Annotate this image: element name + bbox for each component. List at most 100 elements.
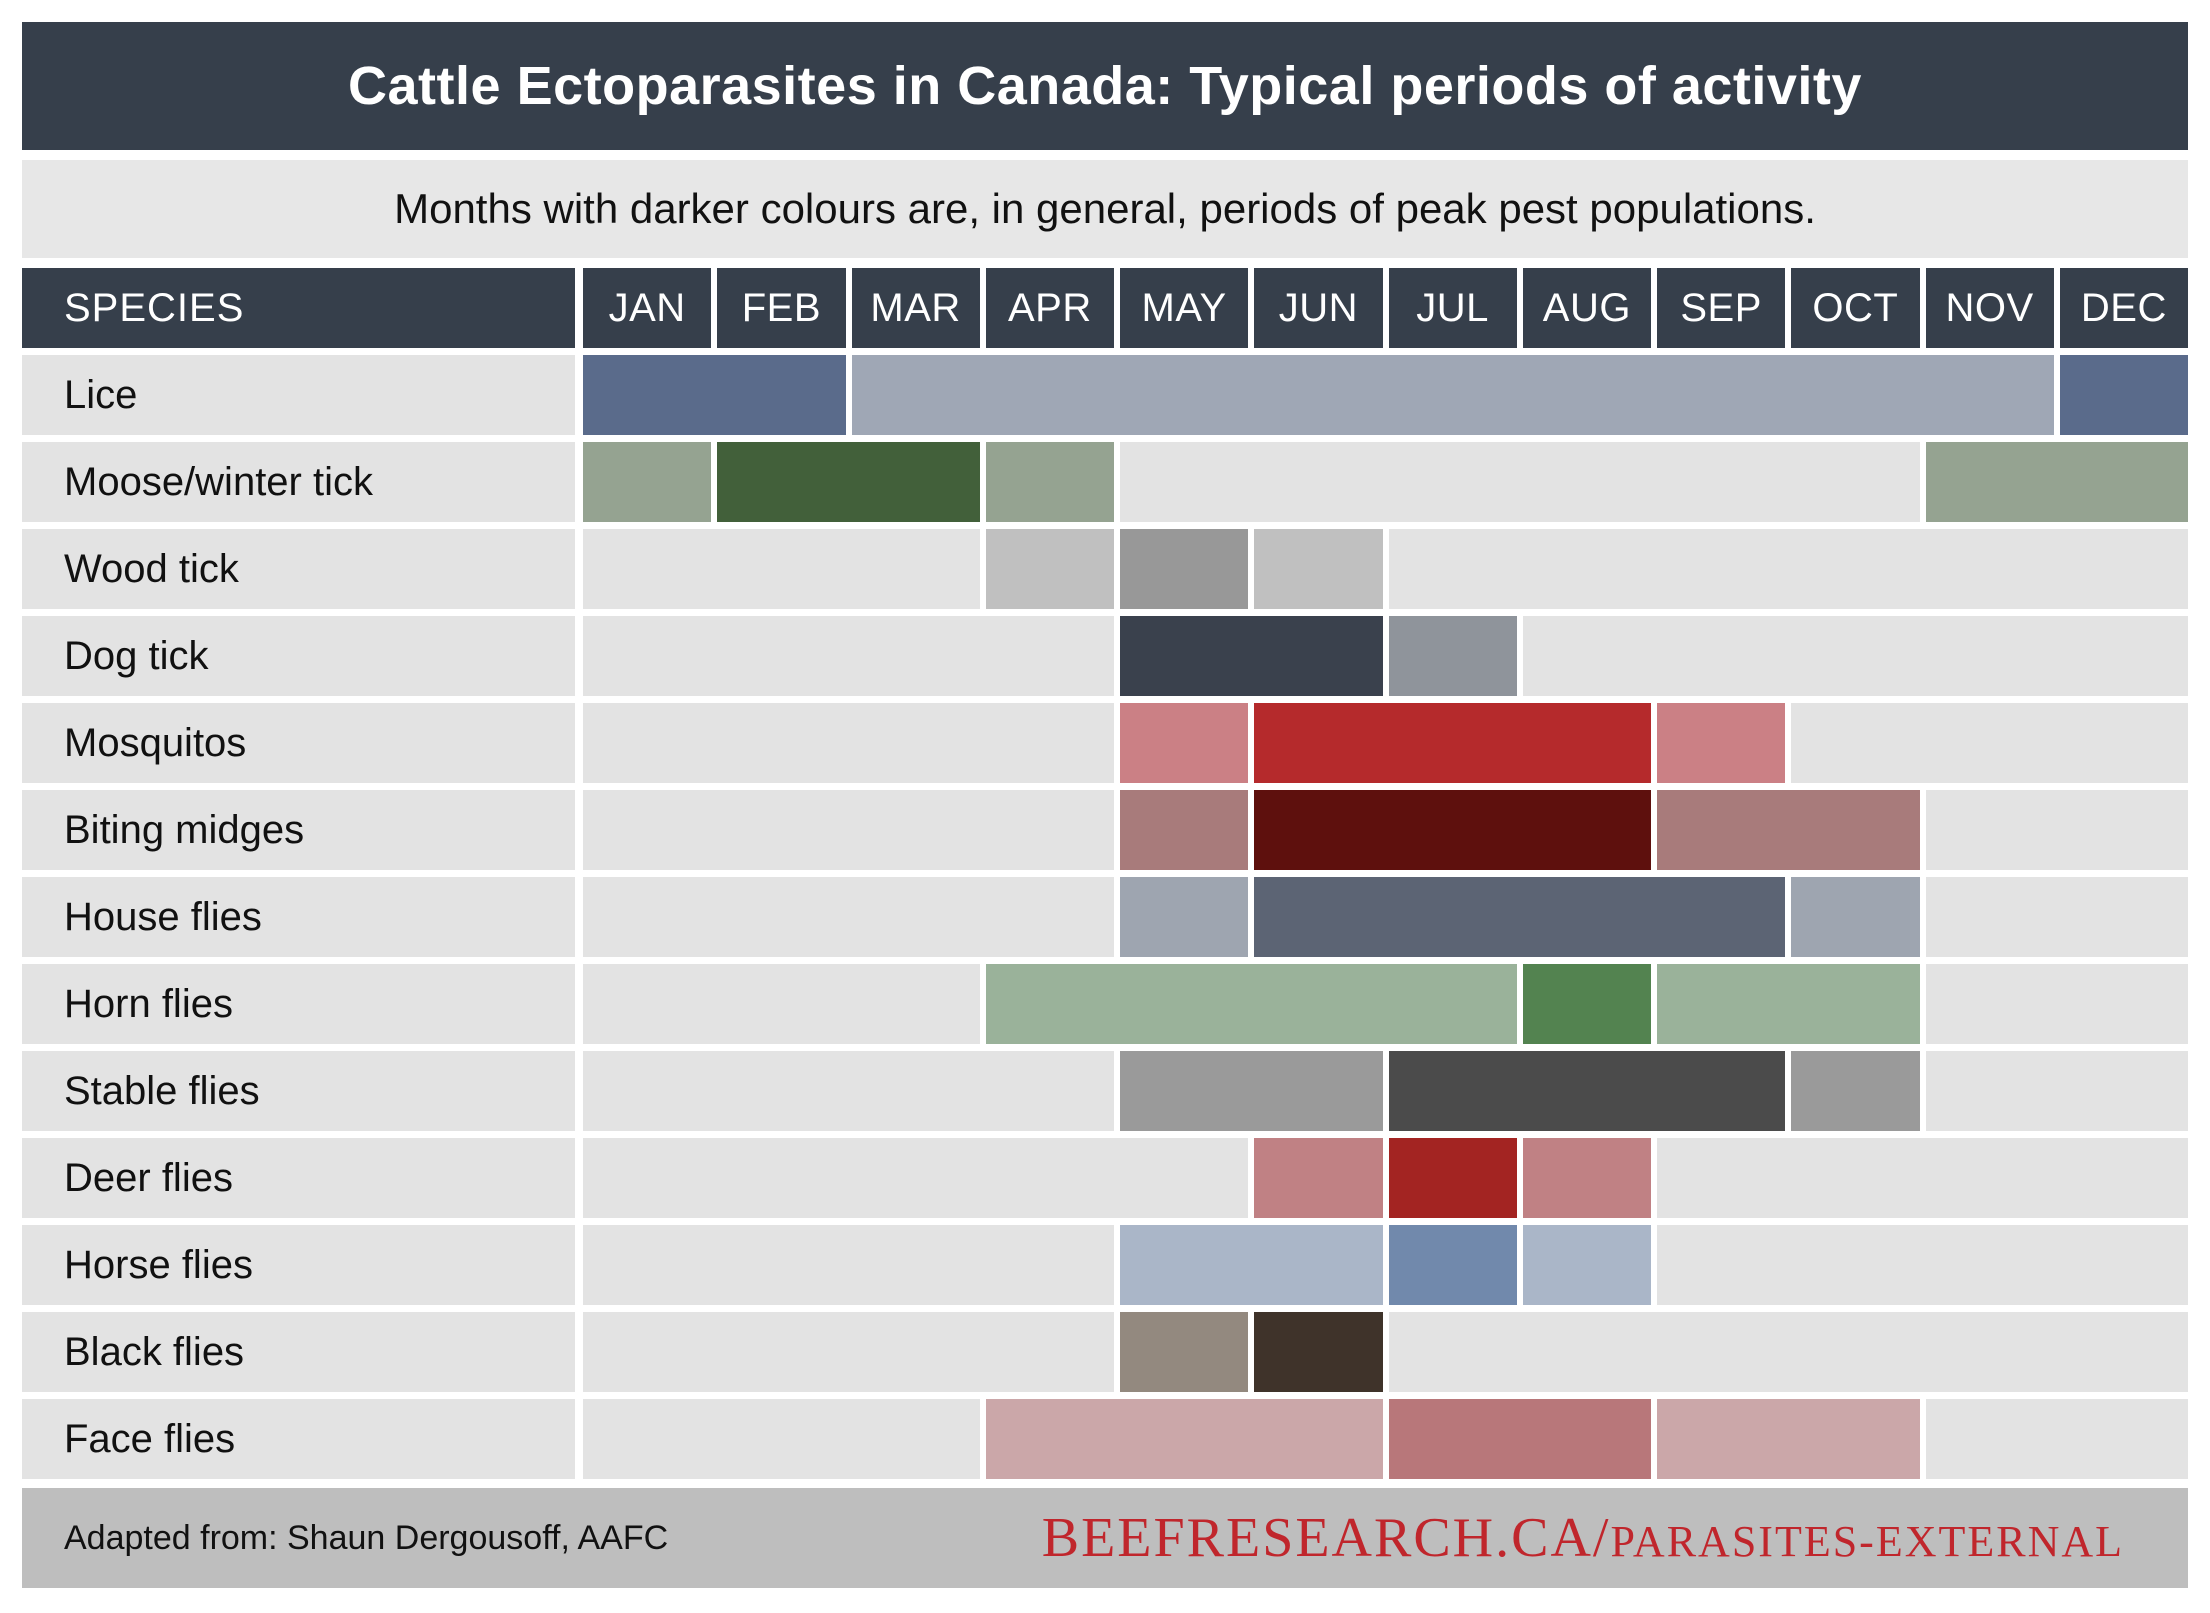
empty-segment: [1657, 1225, 2188, 1305]
month-header-cell: APR: [985, 268, 1114, 348]
activity-table: SPECIES JAN FEB MAR APR MAY JUN JUL AUG SEP OCT NO…: [22, 268, 2188, 1479]
title-bar: Cattle Ectoparasites in Canada: Typical …: [22, 22, 2188, 150]
empty-segment: [1925, 877, 2188, 957]
activity-segment: [583, 355, 846, 435]
activity-segment: [1791, 1051, 1920, 1131]
activity-row: [583, 529, 2188, 609]
month-header-cell: JUN: [1254, 268, 1383, 348]
activity-segment: [1120, 529, 1249, 609]
activity-segment: [1254, 1138, 1383, 1218]
activity-row: [583, 1051, 2188, 1131]
activity-row: [583, 442, 2188, 522]
species-label: Wood tick: [22, 529, 575, 609]
month-header-cell: MAY: [1120, 268, 1249, 348]
activity-row: [583, 1138, 2188, 1218]
species-label: Lice: [22, 355, 575, 435]
activity-row: [583, 355, 2188, 435]
species-label: Deer flies: [22, 1138, 575, 1218]
activity-segment: [1657, 790, 1920, 870]
empty-segment: [1120, 442, 1920, 522]
empty-segment: [583, 964, 980, 1044]
source-url: BEEFRESEARCH.CA/PARASITES-EXTERNAL: [1042, 1506, 2124, 1570]
month-header-cell: DEC: [2059, 268, 2188, 348]
activity-segment: [1657, 1399, 1920, 1479]
source-url-path: PARASITES-EXTERNAL: [1610, 1517, 2124, 1566]
empty-segment: [583, 616, 1114, 696]
empty-segment: [1791, 703, 2188, 783]
activity-row: [583, 703, 2188, 783]
empty-segment: [583, 703, 1114, 783]
activity-segment: [985, 1399, 1383, 1479]
empty-segment: [583, 1225, 1114, 1305]
activity-row: [583, 964, 2188, 1044]
activity-segment: [1120, 1225, 1383, 1305]
species-label: Face flies: [22, 1399, 575, 1479]
activity-segment: [1120, 877, 1249, 957]
month-header-cell: OCT: [1791, 268, 1920, 348]
empty-segment: [1925, 1399, 2188, 1479]
species-label: Biting midges: [22, 790, 575, 870]
activity-segment: [1388, 1138, 1517, 1218]
month-header-cell: SEP: [1657, 268, 1786, 348]
activity-segment: [1120, 1312, 1249, 1392]
activity-segment: [1120, 1051, 1383, 1131]
species-label: Horse flies: [22, 1225, 575, 1305]
subtitle-text: Months with darker colours are, in gener…: [394, 185, 1816, 232]
activity-segment: [1388, 1399, 1651, 1479]
activity-segment: [1254, 703, 1651, 783]
month-header-cell: NOV: [1925, 268, 2054, 348]
empty-segment: [583, 1138, 1249, 1218]
activity-segment: [2059, 355, 2188, 435]
species-label: Dog tick: [22, 616, 575, 696]
month-header-cell: JAN: [583, 268, 712, 348]
activity-segment: [1657, 964, 1920, 1044]
species-label: Black flies: [22, 1312, 575, 1392]
empty-segment: [1925, 1051, 2188, 1131]
month-header-cell: MAR: [851, 268, 980, 348]
month-header-cell: JUL: [1388, 268, 1517, 348]
empty-segment: [583, 1312, 1114, 1392]
activity-row: [583, 790, 2188, 870]
footer-bar: Adapted from: Shaun Dergousoff, AAFC BEE…: [22, 1488, 2188, 1588]
activity-segment: [985, 964, 1517, 1044]
empty-segment: [583, 1399, 980, 1479]
activity-segment: [1254, 1312, 1383, 1392]
activity-row: [583, 877, 2188, 957]
source-url-domain: BEEFRESEARCH.CA/: [1041, 1507, 1611, 1569]
empty-segment: [583, 790, 1114, 870]
empty-segment: [583, 529, 980, 609]
species-label: Moose/winter tick: [22, 442, 575, 522]
activity-segment: [985, 529, 1114, 609]
month-header-cell: AUG: [1522, 268, 1651, 348]
activity-segment: [1522, 1138, 1651, 1218]
activity-row: [583, 1225, 2188, 1305]
empty-segment: [1925, 790, 2188, 870]
activity-segment: [851, 355, 2054, 435]
month-header-cell: FEB: [717, 268, 846, 348]
species-label: Mosquitos: [22, 703, 575, 783]
activity-row: [583, 1399, 2188, 1479]
activity-segment: [985, 442, 1114, 522]
empty-segment: [583, 877, 1114, 957]
empty-segment: [1522, 616, 2188, 696]
activity-segment: [583, 442, 712, 522]
activity-segment: [1657, 703, 1786, 783]
activity-segment: [1120, 790, 1249, 870]
activity-segment: [1925, 442, 2188, 522]
species-column-header: SPECIES: [22, 268, 575, 348]
activity-segment: [1254, 877, 1786, 957]
month-header-row: JAN FEB MAR APR MAY JUN JUL AUG SEP OCT NOV DEC: [583, 268, 2188, 348]
activity-segment: [1254, 529, 1383, 609]
activity-segment: [1388, 1225, 1517, 1305]
activity-row: [583, 616, 2188, 696]
activity-segment: [717, 442, 980, 522]
species-label: House flies: [22, 877, 575, 957]
empty-segment: [583, 1051, 1114, 1131]
empty-segment: [1657, 1138, 2188, 1218]
activity-segment: [1120, 616, 1383, 696]
activity-segment: [1522, 1225, 1651, 1305]
activity-segment: [1120, 703, 1249, 783]
activity-segment: [1388, 616, 1517, 696]
empty-segment: [1925, 964, 2188, 1044]
